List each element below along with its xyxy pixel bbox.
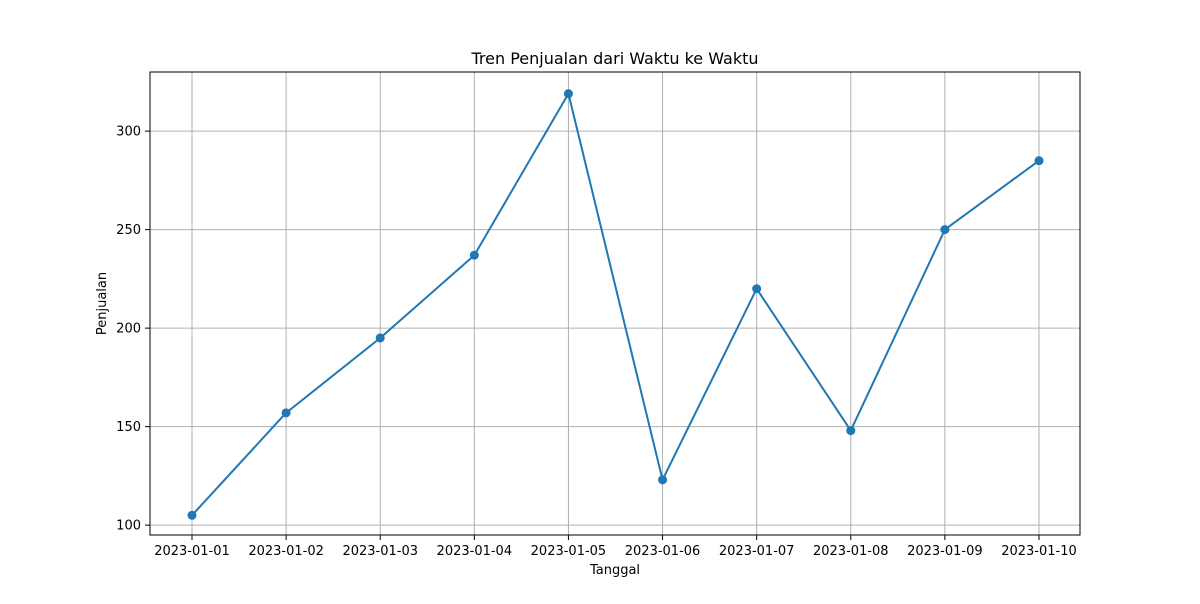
data-point (658, 475, 668, 485)
series-layer (187, 89, 1044, 520)
data-point (281, 408, 291, 418)
x-tick-label: 2023-01-07 (719, 544, 795, 559)
data-point (1034, 156, 1044, 166)
grid-lines (150, 72, 1080, 535)
axis-ticks: 2023-01-01 2023-01-02 2023-01-03 2023-01-04… (116, 125, 1077, 559)
y-tick-label: 100 (116, 519, 141, 534)
x-tick-label: 2023-01-06 (625, 544, 701, 559)
data-point (187, 510, 197, 520)
x-tick-label: 2023-01-04 (437, 544, 513, 559)
data-point (752, 284, 762, 294)
chart-title: Tren Penjualan dari Waktu ke Waktu (471, 49, 759, 68)
data-point (563, 89, 573, 99)
data-point (375, 333, 385, 343)
x-tick-label: 2023-01-03 (342, 544, 418, 559)
data-point (940, 225, 950, 235)
y-tick-label: 300 (116, 125, 141, 140)
data-point (846, 426, 856, 436)
y-axis-title: Penjualan (95, 272, 110, 335)
x-tick-label: 2023-01-09 (907, 544, 983, 559)
data-point (469, 250, 479, 260)
y-tick-label: 250 (116, 223, 141, 238)
x-tick-label: 2023-01-02 (248, 544, 324, 559)
x-tick-label: 2023-01-08 (813, 544, 889, 559)
y-tick-label: 200 (116, 322, 141, 337)
x-tick-label: 2023-01-01 (154, 544, 230, 559)
x-tick-label: 2023-01-10 (1001, 544, 1077, 559)
y-tick-label: 150 (116, 420, 141, 435)
x-tick-label: 2023-01-05 (531, 544, 607, 559)
plot-frame (149, 71, 1081, 536)
series-line (191, 92, 1040, 516)
x-axis-title: Tanggal (589, 563, 640, 578)
